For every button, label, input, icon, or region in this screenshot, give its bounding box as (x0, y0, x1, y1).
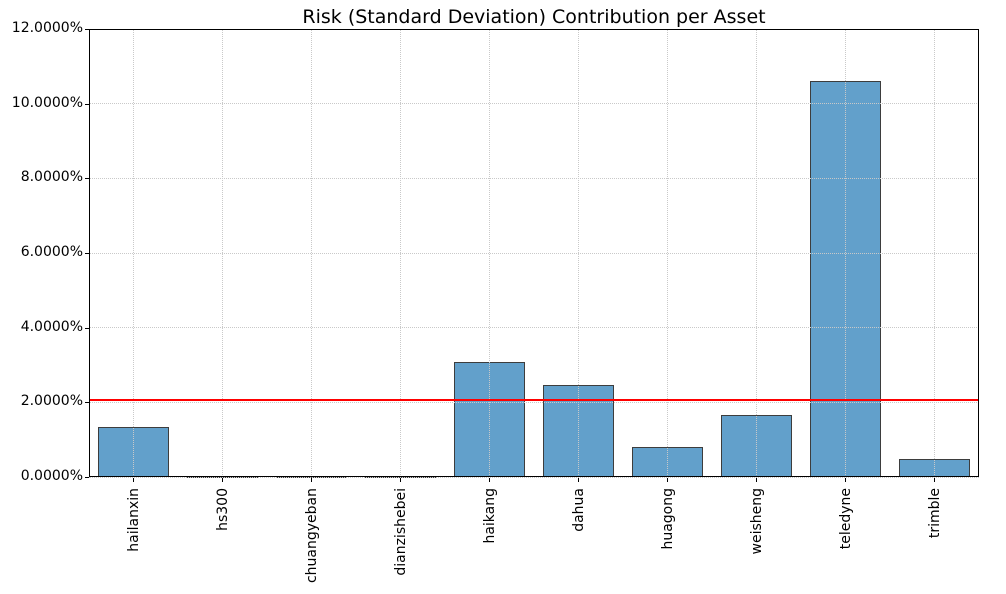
x-tick-mark (756, 478, 757, 482)
gridline-horizontal (89, 252, 979, 254)
x-tick-mark (667, 478, 668, 482)
x-tick-mark (934, 478, 935, 482)
x-tick-mark (311, 478, 312, 482)
gridline-vertical (578, 29, 579, 477)
x-tick-mark (222, 478, 223, 482)
y-tick-label: 6.0000% (20, 244, 83, 260)
y-tick-label: 10.0000% (11, 94, 83, 111)
y-tick-mark (85, 178, 89, 180)
x-tick-label-haikang: haikang (481, 488, 498, 544)
gridline-horizontal (89, 327, 979, 329)
x-tick-label-hs300: hs300 (214, 488, 231, 531)
x-tick-mark (845, 478, 846, 482)
x-tick-label-chuangyeban: chuangyeban (303, 488, 320, 584)
y-tick-mark (85, 327, 89, 329)
gridline-horizontal (89, 401, 979, 403)
gridline-vertical (756, 29, 757, 477)
y-tick-label: 0.0000% (20, 468, 83, 484)
y-tick-label: 2.0000% (20, 393, 83, 410)
chart-title: Risk (Standard Deviation) Contribution p… (302, 6, 766, 28)
y-tick-label: 12.0000% (11, 20, 83, 36)
x-tick-mark (578, 478, 579, 482)
gridline-vertical (934, 29, 935, 477)
x-tick-mark (489, 478, 490, 482)
x-tick-label-dianzishebei: dianzishebei (392, 488, 409, 576)
x-tick-label-weisheng: weisheng (748, 488, 765, 555)
y-tick-label: 8.0000% (20, 169, 83, 186)
x-tick-mark (133, 478, 134, 482)
gridline-vertical (133, 29, 134, 477)
y-tick-mark (85, 253, 89, 254)
gridline-vertical (400, 29, 401, 477)
x-tick-label-huagong: huagong (659, 488, 676, 550)
x-tick-label-hailanxin: hailanxin (125, 488, 142, 552)
x-tick-label-trimble: trimble (926, 488, 943, 539)
gridline-vertical (489, 29, 490, 477)
gridline-vertical (667, 29, 668, 477)
gridline-vertical (222, 29, 223, 477)
x-tick-mark (400, 478, 401, 482)
gridline-vertical (845, 29, 846, 477)
gridline-horizontal (89, 103, 979, 105)
x-tick-label-dahua: dahua (570, 488, 587, 532)
gridline-vertical (311, 29, 312, 477)
y-tick-mark (85, 477, 89, 478)
y-tick-mark (85, 103, 89, 105)
gridline-horizontal (89, 476, 979, 478)
y-tick-label: 4.0000% (20, 318, 83, 335)
gridline-horizontal (89, 177, 979, 179)
x-tick-label-teledyne: teledyne (837, 488, 854, 550)
y-tick-mark (85, 29, 89, 30)
y-tick-mark (85, 402, 89, 404)
average-risk-line (89, 399, 979, 402)
